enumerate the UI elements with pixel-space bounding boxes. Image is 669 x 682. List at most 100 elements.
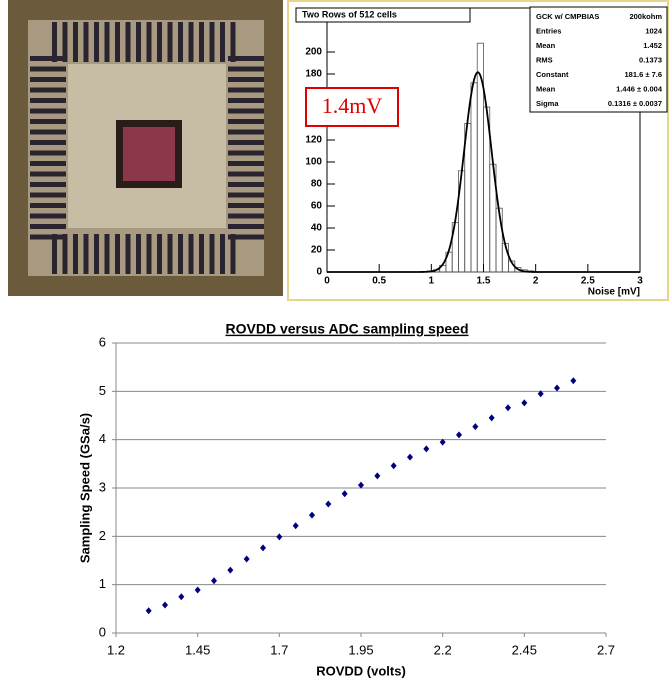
pad xyxy=(83,234,89,274)
x-tick-label: 1.5 xyxy=(477,276,491,287)
data-point xyxy=(570,377,577,385)
pad xyxy=(30,87,66,93)
pad xyxy=(30,150,66,156)
stats-name: Entries xyxy=(536,26,561,35)
x-tick-label: 2.45 xyxy=(512,642,537,657)
pad xyxy=(146,22,152,62)
y-tick-label: 0 xyxy=(316,267,322,278)
pad xyxy=(228,150,264,156)
y-tick-label: 180 xyxy=(305,69,322,80)
pad xyxy=(104,234,110,274)
pad xyxy=(94,22,99,62)
pad xyxy=(30,66,66,72)
pad xyxy=(228,224,264,229)
data-point xyxy=(439,438,446,446)
y-tick-label: 4 xyxy=(99,431,106,446)
x-axis-label: ROVDD (volts) xyxy=(316,663,406,678)
y-axis-label: Sampling Speed (GSa/s) xyxy=(77,413,92,563)
pad xyxy=(83,22,89,62)
annotation: 1.4mV xyxy=(322,93,383,118)
x-tick-label: 3 xyxy=(637,276,643,287)
data-point xyxy=(521,399,528,407)
pad xyxy=(115,22,120,62)
data-point xyxy=(243,555,250,563)
pad xyxy=(228,161,264,166)
pad xyxy=(52,22,57,62)
y-tick-label: 0 xyxy=(99,624,106,639)
data-point xyxy=(423,445,430,453)
data-point xyxy=(162,601,168,609)
data-point xyxy=(358,481,364,489)
stats-box xyxy=(529,6,668,113)
data-point xyxy=(374,472,381,480)
pad xyxy=(167,234,173,274)
data-point xyxy=(472,423,479,431)
pad xyxy=(52,234,57,274)
pad xyxy=(228,213,264,219)
pad xyxy=(209,234,215,274)
pad xyxy=(228,140,264,145)
data-point xyxy=(537,390,544,398)
data-point xyxy=(194,586,201,594)
pad xyxy=(228,182,264,187)
pad xyxy=(228,234,264,240)
x-tick-label: 2.5 xyxy=(581,276,595,287)
pad xyxy=(228,56,264,61)
pad xyxy=(228,129,264,135)
stats-name: RMS xyxy=(536,55,553,64)
pad xyxy=(228,192,264,198)
y-tick-label: 3 xyxy=(99,479,106,494)
pad xyxy=(30,234,66,240)
pad xyxy=(73,234,78,274)
data-point xyxy=(227,566,234,574)
pad xyxy=(228,171,264,177)
data-point xyxy=(260,544,266,552)
pad xyxy=(125,234,131,274)
y-tick-label: 80 xyxy=(311,179,323,190)
stats-value: 0.1373 xyxy=(639,55,662,64)
data-point xyxy=(488,414,495,422)
pad xyxy=(30,140,66,145)
annotation-box xyxy=(305,87,399,127)
x-tick-label: 1.2 xyxy=(107,642,125,657)
stats-value: 0.1316 ± 0.0037 xyxy=(608,99,662,108)
data-point xyxy=(292,522,299,530)
data-point xyxy=(309,511,315,519)
pad xyxy=(228,119,264,124)
pad xyxy=(136,234,141,274)
title-box xyxy=(295,7,471,23)
y-tick-label: 100 xyxy=(305,157,322,168)
pad xyxy=(62,22,68,62)
chip-photo xyxy=(8,0,283,296)
pad xyxy=(30,192,66,198)
x-tick-label: 2.7 xyxy=(597,642,615,657)
x-tick-label: 2.2 xyxy=(434,642,452,657)
pad xyxy=(230,234,236,274)
pad xyxy=(62,234,68,274)
pad xyxy=(209,22,215,62)
pad xyxy=(136,22,141,62)
pad xyxy=(30,213,66,219)
data-point xyxy=(178,593,185,601)
stats-name: Mean xyxy=(536,84,556,93)
pad xyxy=(199,22,204,62)
die xyxy=(123,127,175,181)
pad xyxy=(30,56,66,61)
stats-name: Sigma xyxy=(536,99,559,108)
pad xyxy=(188,22,194,62)
stats-value: 200kohm xyxy=(629,12,662,21)
chart-title: Two Rows of 512 cells xyxy=(302,9,397,19)
x-tick-label: 1.7 xyxy=(270,642,288,657)
stats-value: 1024 xyxy=(645,26,663,35)
y-tick-label: 2 xyxy=(99,528,106,543)
pad xyxy=(30,224,66,229)
data-point xyxy=(390,462,397,470)
y-tick-label: 20 xyxy=(311,245,323,256)
data-point xyxy=(505,404,511,412)
stats-name: Constant xyxy=(536,70,569,79)
data-point xyxy=(554,384,560,392)
pad xyxy=(228,66,264,72)
pad xyxy=(125,22,131,62)
